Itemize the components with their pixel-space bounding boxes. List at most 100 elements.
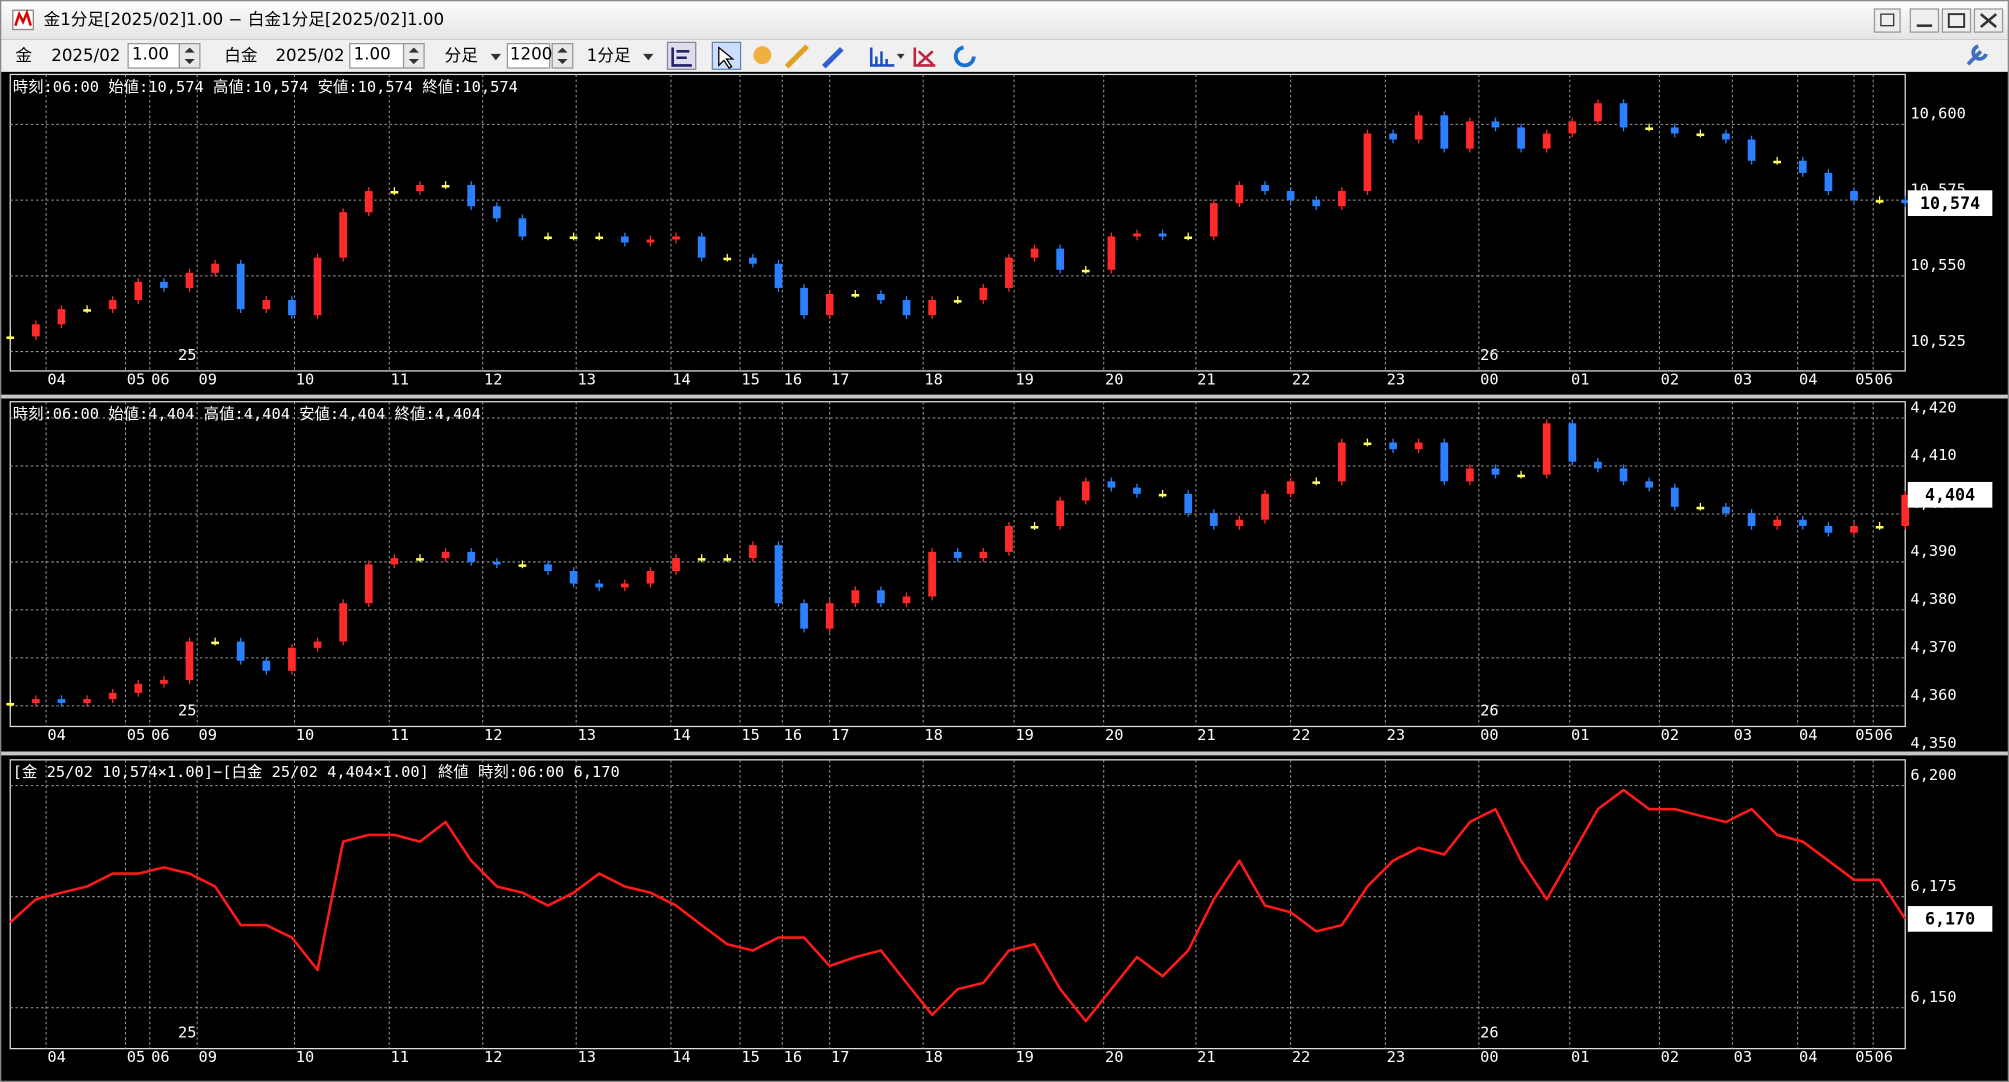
candle bbox=[288, 647, 296, 671]
y-tick-label: 4,420 bbox=[1910, 398, 1956, 416]
y-tick-label: 6,150 bbox=[1910, 988, 1956, 1006]
x-tick-label: 06 bbox=[151, 1048, 169, 1066]
multiplier-input[interactable] bbox=[127, 42, 181, 69]
candle bbox=[288, 300, 296, 316]
candle bbox=[1107, 481, 1116, 488]
bar-unit[interactable]: 分足 bbox=[445, 46, 479, 65]
candle bbox=[1209, 513, 1218, 526]
candle bbox=[313, 641, 322, 648]
candle bbox=[441, 184, 450, 188]
x-tick-label: 03 bbox=[1734, 1048, 1752, 1066]
candle bbox=[1338, 442, 1346, 482]
candle bbox=[1517, 474, 1525, 478]
x-tick-label: 09 bbox=[198, 1048, 216, 1066]
candle bbox=[953, 300, 962, 303]
spinner[interactable] bbox=[402, 42, 425, 69]
candle bbox=[902, 596, 911, 604]
x-tick-label: 01 bbox=[1571, 726, 1589, 744]
candle bbox=[211, 263, 219, 273]
candle bbox=[569, 571, 578, 584]
candle bbox=[1030, 525, 1039, 529]
candle bbox=[1005, 525, 1013, 552]
candle bbox=[1901, 494, 1910, 526]
candle bbox=[1286, 191, 1295, 201]
candle bbox=[723, 558, 732, 561]
candle bbox=[416, 184, 424, 192]
x-tick-label: 05 bbox=[127, 1048, 145, 1066]
x-tick-label: 22 bbox=[1292, 1048, 1310, 1066]
x-tick-label: 11 bbox=[391, 370, 409, 388]
candle bbox=[83, 699, 91, 703]
candle bbox=[1696, 506, 1705, 510]
candle bbox=[1005, 257, 1013, 288]
x-tick-label: 20 bbox=[1105, 726, 1123, 744]
dropdown-arrow bbox=[643, 53, 654, 61]
candle bbox=[1773, 519, 1782, 526]
symbol: 白金 bbox=[224, 46, 258, 65]
date-marker: 25 bbox=[178, 346, 196, 364]
period[interactable]: 1分足 bbox=[587, 46, 631, 65]
candle bbox=[1901, 200, 1910, 204]
candle bbox=[1414, 442, 1423, 450]
candle bbox=[1209, 203, 1218, 237]
multiplier-input[interactable] bbox=[349, 42, 405, 69]
x-tick-label: 13 bbox=[577, 1048, 595, 1066]
x-tick-label: 10 bbox=[296, 370, 314, 388]
candle bbox=[518, 564, 527, 567]
x-tick-label: 23 bbox=[1387, 370, 1405, 388]
x-tick-label: 05 bbox=[127, 726, 145, 744]
x-tick-label: 12 bbox=[484, 1048, 502, 1066]
x-tick-label: 03 bbox=[1734, 370, 1752, 388]
y-tick-label: 10,600 bbox=[1910, 105, 1965, 123]
candle bbox=[236, 641, 245, 661]
candle bbox=[467, 184, 476, 207]
candle bbox=[1030, 248, 1039, 258]
plot-area bbox=[9, 401, 1906, 728]
plot-area bbox=[9, 759, 1906, 1050]
spinner[interactable] bbox=[178, 42, 201, 69]
x-tick-label: 22 bbox=[1292, 370, 1310, 388]
candle bbox=[1722, 506, 1730, 514]
candle bbox=[672, 236, 680, 240]
candle bbox=[1645, 127, 1653, 131]
candle bbox=[620, 236, 629, 243]
date-marker: 26 bbox=[1480, 1024, 1498, 1042]
date-marker: 26 bbox=[1480, 346, 1498, 364]
spinner[interactable] bbox=[551, 42, 574, 69]
candle bbox=[1568, 423, 1577, 462]
candle bbox=[749, 545, 757, 559]
candle bbox=[1389, 133, 1397, 140]
x-tick-label: 23 bbox=[1387, 726, 1405, 744]
date-marker: 26 bbox=[1480, 702, 1498, 720]
x-tick-label: 10 bbox=[296, 1048, 314, 1066]
candle bbox=[108, 692, 117, 700]
candle bbox=[1286, 481, 1295, 494]
candle bbox=[1363, 133, 1372, 192]
candle bbox=[313, 257, 322, 316]
candle bbox=[1875, 525, 1884, 529]
x-tick-label: 02 bbox=[1661, 370, 1679, 388]
tool-icons[interactable] bbox=[666, 41, 1988, 70]
x-tick-label: 10 bbox=[296, 726, 314, 744]
candle bbox=[1133, 487, 1141, 494]
candle bbox=[749, 257, 757, 264]
x-tick-label: 03 bbox=[1734, 726, 1752, 744]
candle bbox=[1619, 468, 1628, 482]
candle bbox=[1747, 513, 1756, 526]
date-marker: 25 bbox=[178, 1024, 196, 1042]
candle bbox=[1158, 493, 1167, 497]
candle bbox=[1158, 233, 1167, 237]
x-tick-label: 06 bbox=[151, 726, 169, 744]
x-tick-label: 11 bbox=[391, 726, 409, 744]
window-controls[interactable] bbox=[1873, 8, 2004, 33]
count-input[interactable] bbox=[506, 42, 551, 69]
y-tick-label: 10,525 bbox=[1910, 332, 1965, 350]
current-price: 4,404 bbox=[1925, 486, 1975, 505]
candle bbox=[620, 583, 629, 588]
candle bbox=[1722, 133, 1730, 140]
plot-area bbox=[9, 73, 1906, 372]
candle bbox=[928, 551, 936, 597]
x-tick-label: 01 bbox=[1571, 370, 1589, 388]
x-tick-label: 20 bbox=[1105, 1048, 1123, 1066]
x-tick-label: 04 bbox=[1799, 1048, 1817, 1066]
